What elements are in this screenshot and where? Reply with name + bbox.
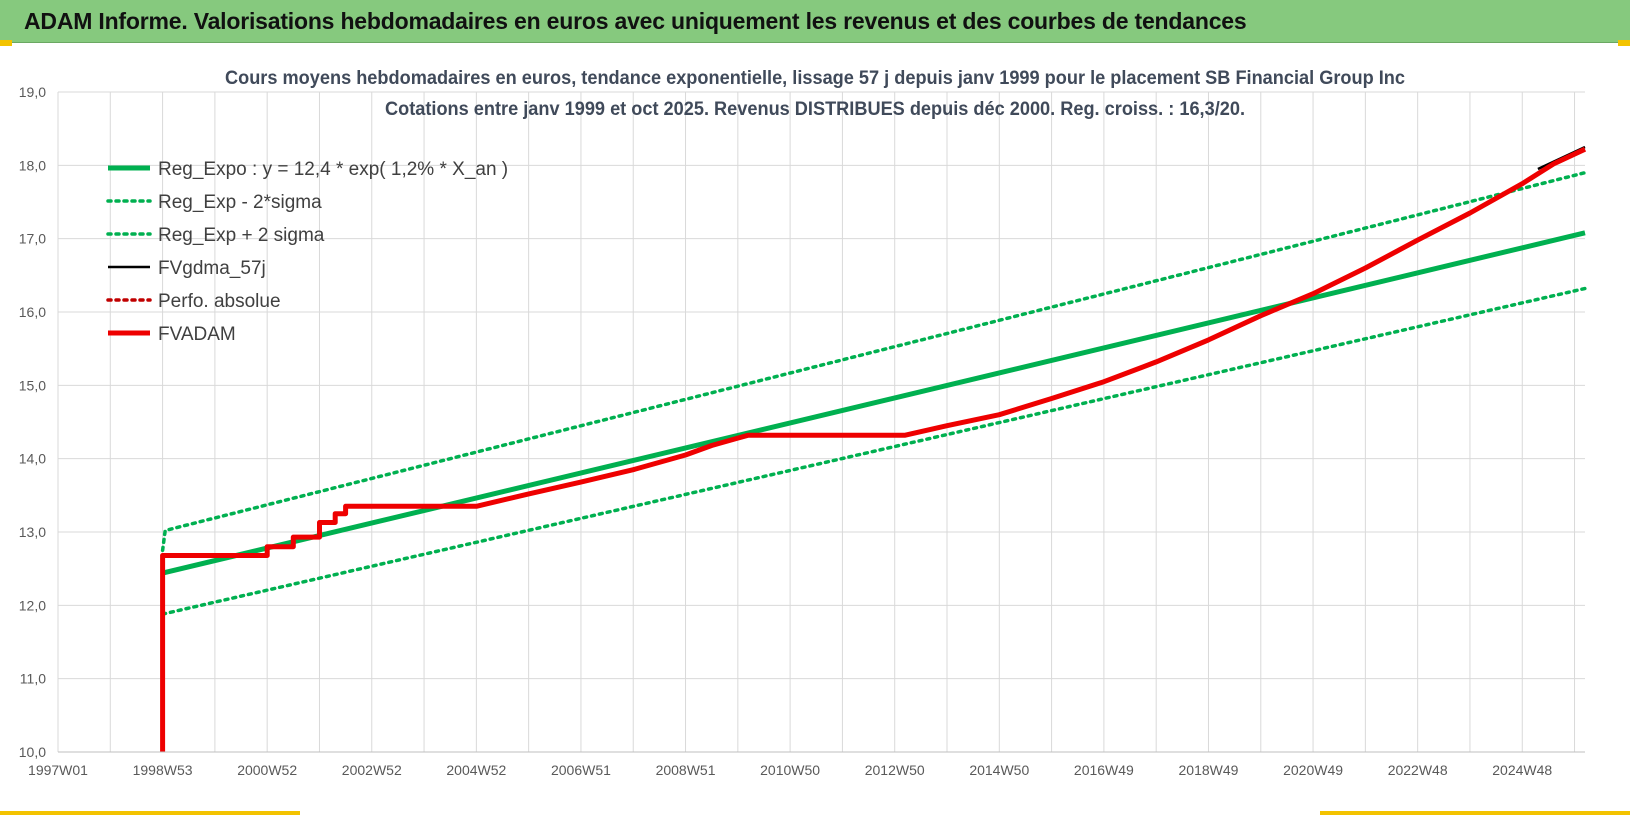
y-tick-label: 19,0 — [19, 84, 46, 100]
series-line-reg_plus — [160, 170, 1587, 553]
page-title: ADAM Informe. Valorisations hebdomadaire… — [24, 8, 1247, 34]
y-tick-label: 18,0 — [19, 157, 46, 173]
y-tick-label: 17,0 — [19, 231, 46, 247]
y-tick-label: 13,0 — [19, 524, 46, 540]
x-tick-label: 2022W48 — [1388, 762, 1448, 778]
header-bar: ADAM Informe. Valorisations hebdomadaire… — [0, 0, 1630, 43]
bottom-mark-right — [1320, 811, 1630, 815]
x-tick-label: 2004W52 — [446, 762, 506, 778]
series-layer — [160, 145, 1587, 752]
x-tick-label: 2010W50 — [760, 762, 820, 778]
chart-svg: 10,0 11,0 12,0 13,0 14,0 15,0 16,0 17,0 18,0 19,0… — [19, 68, 1587, 778]
x-tick-label: 2002W52 — [342, 762, 402, 778]
bottom-mark-left — [0, 811, 300, 815]
y-tick-label: 10,0 — [19, 744, 46, 760]
x-tick-label: 2020W49 — [1283, 762, 1343, 778]
x-tick-label: 2000W52 — [237, 762, 297, 778]
x-tick-label: 2012W50 — [865, 762, 925, 778]
chart-area: 10,0 11,0 12,0 13,0 14,0 15,0 16,0 17,0 18,0 19,0… — [0, 42, 1630, 815]
legend: Reg_Expo : y = 12,4 * exp( 1,2% * X_an )… — [106, 159, 508, 345]
x-tick-label: 2018W49 — [1179, 762, 1239, 778]
legend-label-fvadam: FVADAM — [158, 324, 236, 345]
corner-mark-right — [1618, 40, 1630, 46]
legend-label-fvgdma: FVgdma_57j — [158, 258, 266, 279]
x-tick-label: 1998W53 — [133, 762, 193, 778]
legend-label-reg_minus: Reg_Exp - 2*sigma — [158, 192, 322, 213]
x-tick-label: 2016W49 — [1074, 762, 1134, 778]
corner-mark-left — [0, 40, 12, 46]
y-tick-label: 12,0 — [19, 597, 46, 613]
axis-layer: 10,0 11,0 12,0 13,0 14,0 15,0 16,0 17,0 18,0 19,0… — [19, 84, 1585, 778]
x-tick-label: 1997W01 — [28, 762, 88, 778]
y-tick-label: 14,0 — [19, 451, 46, 467]
y-tick-label: 16,0 — [19, 304, 46, 320]
grid-layer — [57, 91, 1585, 753]
x-tick-label: 2008W51 — [656, 762, 716, 778]
legend-label-reg_expo: Reg_Expo : y = 12,4 * exp( 1,2% * X_an ) — [158, 159, 508, 180]
chart-subtitle: Cotations entre janv 1999 et oct 2025. R… — [385, 99, 1245, 120]
x-tick-label: 2014W50 — [969, 762, 1029, 778]
legend-label-perfo: Perfo. absolue — [158, 291, 281, 312]
x-tick-label: 2024W48 — [1492, 762, 1552, 778]
legend-label-reg_plus: Reg_Exp + 2 sigma — [158, 225, 325, 246]
series-line-fvadam — [160, 146, 1587, 752]
y-tick-label: 15,0 — [19, 377, 46, 393]
series-line-reg_expo — [162, 230, 1586, 576]
chart-title: Cours moyens hebdomadaires en euros, ten… — [225, 68, 1405, 89]
x-tick-label: 2006W51 — [551, 762, 611, 778]
y-tick-label: 11,0 — [20, 671, 46, 687]
series-line-reg_minus — [160, 286, 1587, 616]
